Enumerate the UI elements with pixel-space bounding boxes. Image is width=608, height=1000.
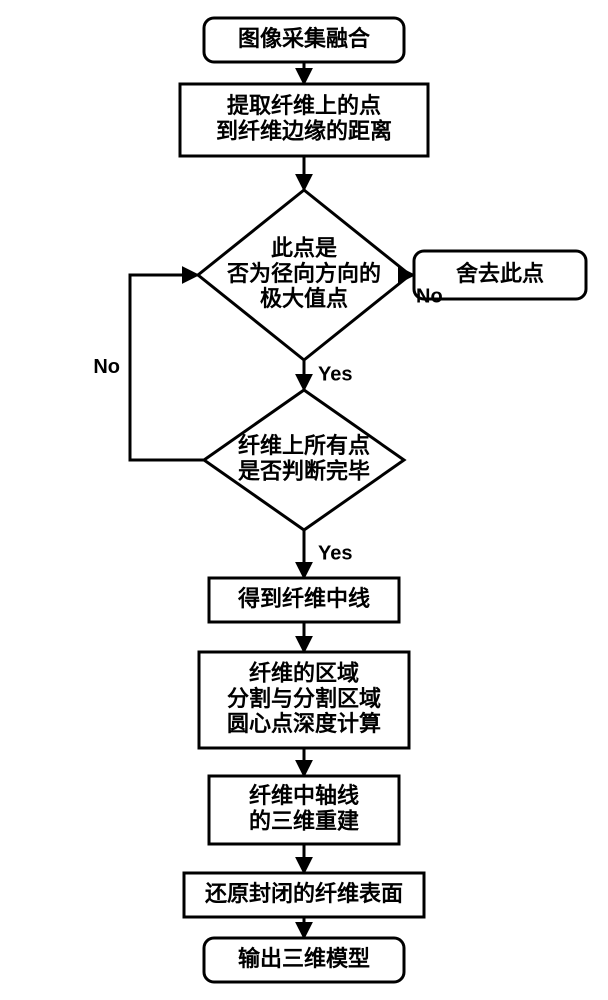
node-n8-line1: 的三维重建 (249, 808, 359, 833)
node-n3-line1: 否为径向方向的 (226, 261, 381, 286)
node-n2-line0: 提取纤维上的点 (227, 93, 381, 118)
edge-n5-n3 (130, 275, 204, 460)
node-n3-line0: 此点是 (271, 236, 337, 261)
node-n5: 纤维上所有点是否判断完毕 (204, 390, 404, 530)
node-n8: 纤维中轴线的三维重建 (209, 776, 399, 844)
node-n7-line0: 纤维的区域 (249, 661, 359, 686)
node-n1: 图像采集融合 (204, 18, 404, 62)
node-n3-line2: 极大值点 (260, 286, 348, 311)
node-n7: 纤维的区域分割与分割区域圆心点深度计算 (199, 652, 409, 748)
node-n2: 提取纤维上的点到纤维边缘的距离 (180, 84, 428, 156)
edge-label-5: Yes (318, 542, 352, 564)
node-n7-line1: 分割与分割区域 (227, 686, 381, 711)
node-n1-line0: 图像采集融合 (238, 26, 371, 51)
node-n5-line0: 纤维上所有点 (238, 433, 370, 458)
node-n7-line2: 圆心点深度计算 (227, 711, 381, 736)
node-n8-line0: 纤维中轴线 (249, 783, 359, 808)
edge-label-3: Yes (318, 363, 352, 385)
node-n6-line0: 得到纤维中线 (237, 586, 370, 611)
node-n10: 输出三维模型 (204, 938, 404, 982)
node-n10-line0: 输出三维模型 (238, 946, 370, 971)
edge-label-4: No (93, 356, 120, 378)
node-n2-line1: 到纤维边缘的距离 (216, 118, 392, 143)
node-n3: 此点是否为径向方向的极大值点 (198, 190, 410, 360)
node-n4-line0: 舍去此点 (456, 261, 544, 286)
node-n9: 还原封闭的纤维表面 (184, 873, 424, 917)
node-n6: 得到纤维中线 (209, 578, 399, 622)
edge-label-2: No (416, 285, 443, 307)
node-n9-line0: 还原封闭的纤维表面 (204, 881, 403, 906)
node-n5-line1: 是否判断完毕 (238, 458, 370, 483)
